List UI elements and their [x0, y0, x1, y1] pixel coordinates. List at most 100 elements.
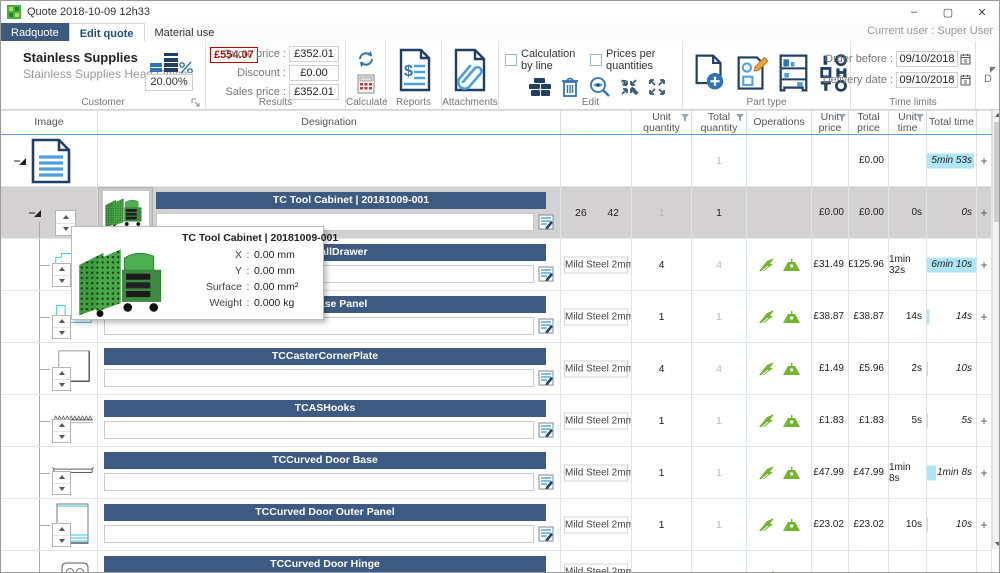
- table-row-part[interactable]: TCASHooks Mild Steel 2mm 1 1 £1.83 £1.83…: [1, 395, 992, 447]
- edit-note-icon[interactable]: [538, 214, 554, 230]
- tab-edit-quote[interactable]: Edit quote: [69, 23, 145, 41]
- discount-percent-field[interactable]: 20.00%: [145, 74, 193, 91]
- folding-operation-icon[interactable]: [782, 466, 801, 480]
- designation-header[interactable]: TCCurved Door Base: [104, 452, 546, 469]
- add-part-icon[interactable]: [693, 52, 726, 94]
- folding-operation-icon[interactable]: [782, 258, 801, 272]
- unit-quantity-cell[interactable]: 4: [632, 343, 692, 394]
- part-thumbnail[interactable]: [57, 560, 93, 573]
- col-header-operations[interactable]: Operations: [747, 111, 812, 134]
- folding-operation-icon[interactable]: [782, 362, 801, 376]
- edit-note-icon[interactable]: [538, 422, 554, 438]
- filter-icon[interactable]: [838, 114, 846, 122]
- scroll-down-button[interactable]: [993, 539, 1000, 549]
- delete-icon[interactable]: [561, 76, 579, 98]
- order-before-field[interactable]: 09/10/2018: [896, 51, 958, 67]
- table-row-quote[interactable]: 1 £0.00 5min 53s +: [1, 135, 992, 187]
- quantity-stepper[interactable]: [52, 471, 71, 495]
- calculator-icon[interactable]: [356, 74, 376, 94]
- edit-note-icon[interactable]: [538, 526, 554, 542]
- filter-icon[interactable]: [681, 114, 689, 122]
- unit-quantity-cell[interactable]: 1: [632, 291, 692, 342]
- tab-material-use[interactable]: Material use: [145, 23, 225, 41]
- minimize-button[interactable]: –: [897, 1, 931, 23]
- filter-icon[interactable]: [916, 114, 924, 122]
- cutting-operation-icon[interactable]: [758, 361, 775, 376]
- add-row-button[interactable]: +: [977, 135, 992, 186]
- reports-icon[interactable]: $: [395, 48, 433, 94]
- expand-collapse-icon[interactable]: [29, 208, 42, 218]
- stock-shelf-icon[interactable]: [777, 52, 810, 94]
- overflow-arrow-icon[interactable]: ◤: [990, 65, 996, 74]
- add-row-button[interactable]: +: [977, 499, 992, 550]
- unit-quantity-cell[interactable]: 1: [632, 447, 692, 498]
- add-row-button[interactable]: +: [977, 447, 992, 498]
- designation-header[interactable]: TCCasterCornerPlate: [104, 348, 546, 365]
- collapse-all-icon[interactable]: [619, 77, 639, 97]
- table-row-part[interactable]: TCCurved Door Base Mild Steel 2mm 1 1 £4…: [1, 447, 992, 499]
- close-button[interactable]: ✕: [965, 1, 999, 23]
- preview-search-icon[interactable]: [587, 76, 611, 98]
- designation-header[interactable]: TCCurved Door Hinge: [104, 556, 546, 573]
- designation-comment-input[interactable]: [104, 525, 534, 543]
- group-label-reports[interactable]: Reports: [386, 97, 441, 108]
- material-field[interactable]: Mild Steel 2mm: [564, 464, 628, 481]
- folding-operation-icon[interactable]: [782, 414, 801, 428]
- col-header-extra[interactable]: [561, 111, 632, 134]
- tab-radquote[interactable]: Radquote: [1, 23, 69, 41]
- cutting-operation-icon[interactable]: [758, 413, 775, 428]
- material-field[interactable]: Mild Steel 2mm: [564, 516, 628, 533]
- edit-note-icon[interactable]: [538, 318, 554, 334]
- quantity-stepper[interactable]: [52, 419, 71, 443]
- material-field[interactable]: Mild Steel 2mm: [564, 360, 628, 377]
- delivery-date-field[interactable]: 09/10/2018: [896, 72, 958, 88]
- material-field[interactable]: Mild Steel 2mm: [564, 308, 628, 325]
- prices-per-quantities-checkbox[interactable]: [590, 54, 602, 66]
- designation-header[interactable]: TC Tool Cabinet | 20181009-001: [156, 192, 546, 209]
- add-row-button[interactable]: +: [977, 395, 992, 446]
- group-label-attachments[interactable]: Attachments: [442, 97, 498, 108]
- quantity-stepper[interactable]: [52, 315, 71, 339]
- unit-quantity-cell[interactable]: 1: [632, 187, 692, 238]
- unit-quantity-cell[interactable]: 1: [632, 499, 692, 550]
- add-row-button[interactable]: [977, 343, 992, 394]
- designation-comment-input[interactable]: [104, 369, 534, 387]
- col-header-total-price[interactable]: Total price: [849, 111, 889, 134]
- vertical-scrollbar[interactable]: [992, 110, 1000, 549]
- cutting-operation-icon[interactable]: [758, 517, 775, 532]
- quantity-stepper[interactable]: [52, 523, 71, 547]
- designation-header[interactable]: TCCurved Door Outer Panel: [104, 504, 546, 521]
- expand-collapse-icon[interactable]: [14, 156, 27, 166]
- col-header-unit-price[interactable]: Unit price: [812, 111, 849, 134]
- calendar-icon[interactable]: [960, 53, 971, 65]
- edit-note-icon[interactable]: [538, 474, 554, 490]
- col-header-unit-quantity[interactable]: Unit quantity: [632, 111, 692, 134]
- unit-quantity-cell[interactable]: 2: [632, 551, 692, 573]
- table-row-part[interactable]: TCCasterCornerPlate Mild Steel 2mm 4 4 £…: [1, 343, 992, 395]
- refresh-icon[interactable]: [354, 48, 378, 70]
- add-row-button[interactable]: +: [977, 187, 992, 238]
- scroll-up-button[interactable]: [993, 110, 1000, 120]
- cutting-operation-icon[interactable]: [758, 570, 775, 573]
- cutting-operation-icon[interactable]: [758, 465, 775, 480]
- maximize-button[interactable]: ▢: [931, 1, 965, 23]
- calculation-by-line-label[interactable]: Calculation by line: [521, 48, 582, 72]
- designation-header[interactable]: TCASHooks: [104, 400, 546, 417]
- quote-price-field[interactable]: £352.01: [289, 46, 339, 62]
- designation-comment-input[interactable]: [104, 473, 534, 491]
- material-field[interactable]: Mild Steel 2mm: [564, 256, 628, 273]
- quantity-stepper[interactable]: [52, 367, 71, 391]
- col-header-total-time[interactable]: Total time: [927, 111, 977, 134]
- edit-note-icon[interactable]: [538, 266, 554, 282]
- col-header-designation[interactable]: Designation: [98, 111, 561, 134]
- blocks-icon[interactable]: [527, 76, 553, 98]
- table-row-part[interactable]: TCCurved Door Hinge Mild Steel 2mm 2 2 £…: [1, 551, 992, 573]
- filter-icon[interactable]: [736, 114, 744, 122]
- calculation-by-line-checkbox[interactable]: [505, 54, 517, 66]
- add-row-button[interactable]: +: [977, 291, 992, 342]
- unit-quantity-cell[interactable]: 1: [632, 395, 692, 446]
- col-header-unit-time[interactable]: Unit time: [889, 111, 927, 134]
- add-row-button[interactable]: +: [977, 551, 992, 573]
- designation-comment-input[interactable]: [104, 421, 534, 439]
- prices-per-quantities-label[interactable]: Prices per quantities: [606, 48, 674, 72]
